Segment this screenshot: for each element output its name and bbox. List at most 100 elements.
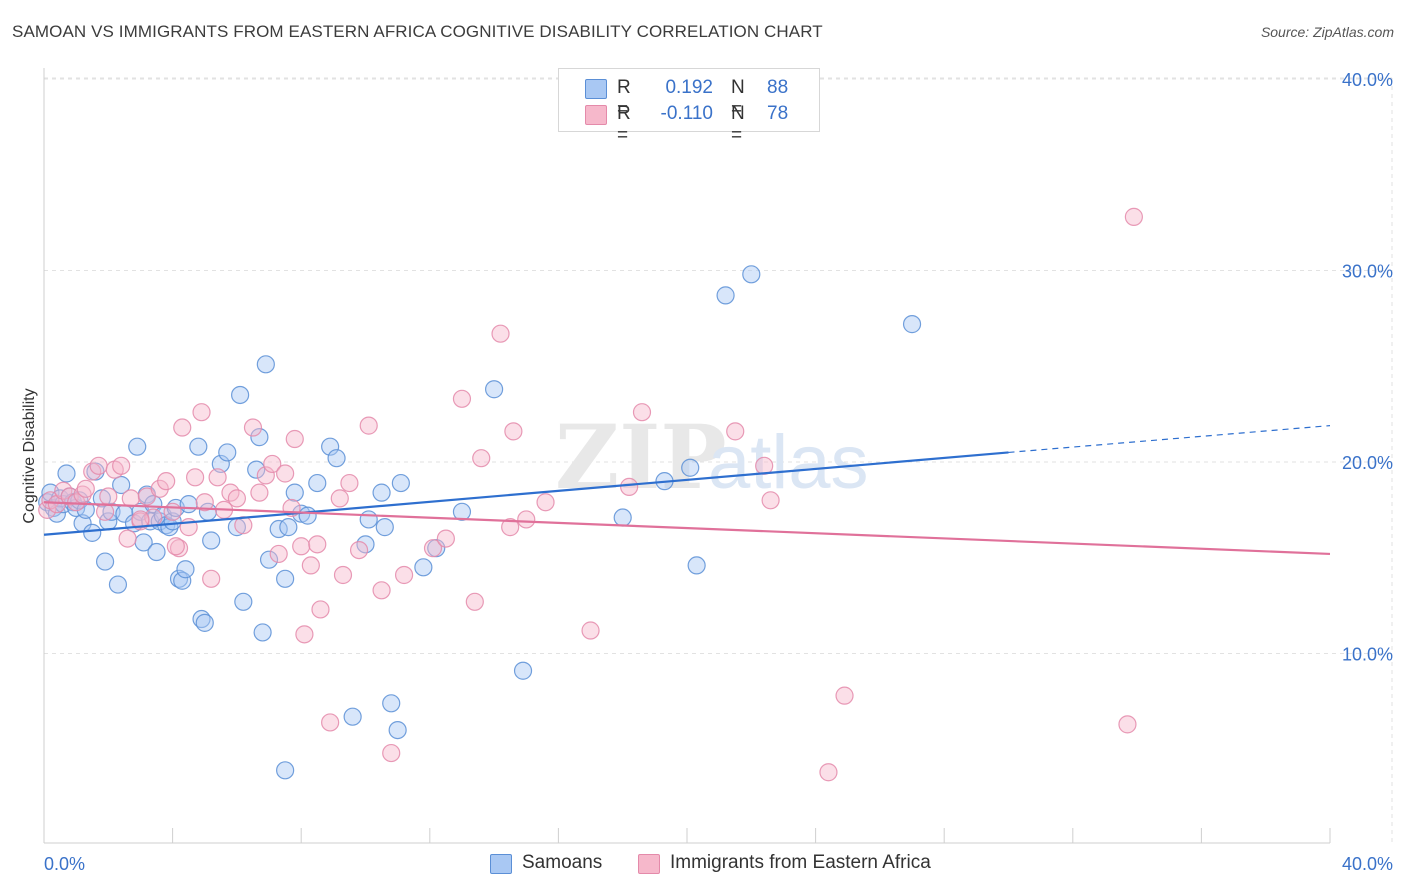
immigrants-point[interactable] xyxy=(89,456,108,475)
samoans-point[interactable] xyxy=(391,473,410,493)
immigrants-point[interactable] xyxy=(276,464,295,483)
samoans-point[interactable] xyxy=(234,592,253,611)
immigrants-point[interactable] xyxy=(501,518,520,537)
immigrants-point[interactable] xyxy=(250,483,269,502)
immigrants-point[interactable] xyxy=(632,403,652,422)
immigrants-point[interactable] xyxy=(227,489,246,508)
samoans-point[interactable] xyxy=(321,437,340,456)
samoans-point[interactable] xyxy=(57,464,76,483)
immigrants-point[interactable] xyxy=(173,418,192,437)
immigrants-point[interactable] xyxy=(208,468,227,487)
immigrants-point[interactable] xyxy=(186,468,205,487)
immigrants-point[interactable] xyxy=(321,713,340,732)
immigrants-point[interactable] xyxy=(295,625,314,644)
samoans-point[interactable] xyxy=(147,542,166,562)
samoans-point[interactable] xyxy=(485,380,504,399)
samoans-point[interactable] xyxy=(218,443,237,462)
immigrants-point[interactable] xyxy=(536,493,555,512)
samoans-point[interactable] xyxy=(176,560,195,579)
immigrants-point[interactable] xyxy=(340,473,359,493)
samoans-point[interactable] xyxy=(327,449,346,468)
immigrants-point[interactable] xyxy=(382,743,401,763)
immigrants-point[interactable] xyxy=(620,477,639,496)
samoans-point[interactable] xyxy=(279,518,298,537)
immigrants-point[interactable] xyxy=(819,763,838,782)
samoans-point[interactable] xyxy=(902,315,922,334)
immigrants-point[interactable] xyxy=(1124,207,1143,226)
samoans-point[interactable] xyxy=(128,437,147,456)
immigrants-point[interactable] xyxy=(330,489,349,508)
immigrants-point[interactable] xyxy=(835,686,854,705)
immigrants-point[interactable] xyxy=(157,472,176,491)
immigrants-point[interactable] xyxy=(292,537,311,556)
immigrants-point[interactable] xyxy=(301,556,320,575)
samoans-point[interactable] xyxy=(112,475,131,495)
immigrants-point[interactable] xyxy=(311,600,330,619)
immigrants-point[interactable] xyxy=(166,537,185,556)
samoans-point[interactable] xyxy=(169,569,189,588)
samoans-point[interactable] xyxy=(195,613,214,632)
immigrants-point[interactable] xyxy=(504,422,523,441)
immigrants-point[interactable] xyxy=(491,324,510,343)
immigrants-point[interactable] xyxy=(581,621,600,640)
samoans-point[interactable] xyxy=(276,569,295,588)
immigrants-point[interactable] xyxy=(394,565,414,585)
samoans-point[interactable] xyxy=(285,483,304,502)
samoans-point[interactable] xyxy=(163,512,182,531)
samoans-point[interactable] xyxy=(298,506,317,525)
samoans-point[interactable] xyxy=(253,623,272,642)
immigrants-point[interactable] xyxy=(436,529,455,548)
samoans-point[interactable] xyxy=(83,523,102,542)
immigrants-point[interactable] xyxy=(372,581,391,600)
samoans-point[interactable] xyxy=(95,552,115,571)
samoans-point[interactable] xyxy=(173,571,192,590)
samoans-point[interactable] xyxy=(189,437,208,456)
samoans-point[interactable] xyxy=(108,575,128,594)
immigrants-point[interactable] xyxy=(195,493,214,512)
immigrants-point[interactable] xyxy=(163,502,182,521)
samoans-point[interactable] xyxy=(256,355,275,374)
samoans-point[interactable] xyxy=(513,661,533,680)
immigrants-point[interactable] xyxy=(269,544,288,564)
samoans-point[interactable] xyxy=(742,265,761,284)
samoans-point[interactable] xyxy=(231,385,250,405)
samoans-point[interactable] xyxy=(179,495,198,514)
samoans-point[interactable] xyxy=(681,458,700,477)
samoans-point[interactable] xyxy=(452,502,472,521)
samoans-point[interactable] xyxy=(375,518,394,537)
immigrants-point[interactable] xyxy=(118,529,137,548)
immigrants-point[interactable] xyxy=(517,510,536,529)
immigrants-point[interactable] xyxy=(726,422,745,441)
immigrants-point[interactable] xyxy=(452,389,472,408)
samoans-point[interactable] xyxy=(250,428,269,447)
samoans-point[interactable] xyxy=(211,454,230,474)
immigrants-point[interactable] xyxy=(285,429,304,449)
samoans-point[interactable] xyxy=(308,473,327,493)
samoans-point[interactable] xyxy=(382,694,401,713)
samoans-point[interactable] xyxy=(716,286,735,305)
immigrants-point[interactable] xyxy=(192,403,211,422)
immigrants-point[interactable] xyxy=(349,540,369,560)
immigrants-point[interactable] xyxy=(472,449,491,468)
immigrants-point[interactable] xyxy=(359,416,378,435)
immigrants-point[interactable] xyxy=(99,487,118,506)
immigrants-point[interactable] xyxy=(169,539,189,558)
samoans-point[interactable] xyxy=(202,531,221,550)
immigrants-point[interactable] xyxy=(308,535,327,554)
immigrants-point[interactable] xyxy=(1118,715,1137,734)
immigrants-point[interactable] xyxy=(76,479,95,498)
immigrants-point[interactable] xyxy=(263,454,282,474)
immigrants-point[interactable] xyxy=(131,510,150,529)
immigrants-point[interactable] xyxy=(95,502,115,521)
samoans-point[interactable] xyxy=(276,761,295,780)
immigrants-point[interactable] xyxy=(761,491,780,510)
immigrants-point[interactable] xyxy=(423,539,443,558)
samoans-point[interactable] xyxy=(247,460,266,479)
immigrants-point[interactable] xyxy=(243,418,263,437)
immigrants-point[interactable] xyxy=(465,592,484,611)
samoans-point[interactable] xyxy=(414,558,433,577)
immigrants-point[interactable] xyxy=(333,565,353,585)
samoans-point[interactable] xyxy=(372,483,391,502)
samoans-point[interactable] xyxy=(388,720,407,740)
samoans-point[interactable] xyxy=(259,550,279,569)
